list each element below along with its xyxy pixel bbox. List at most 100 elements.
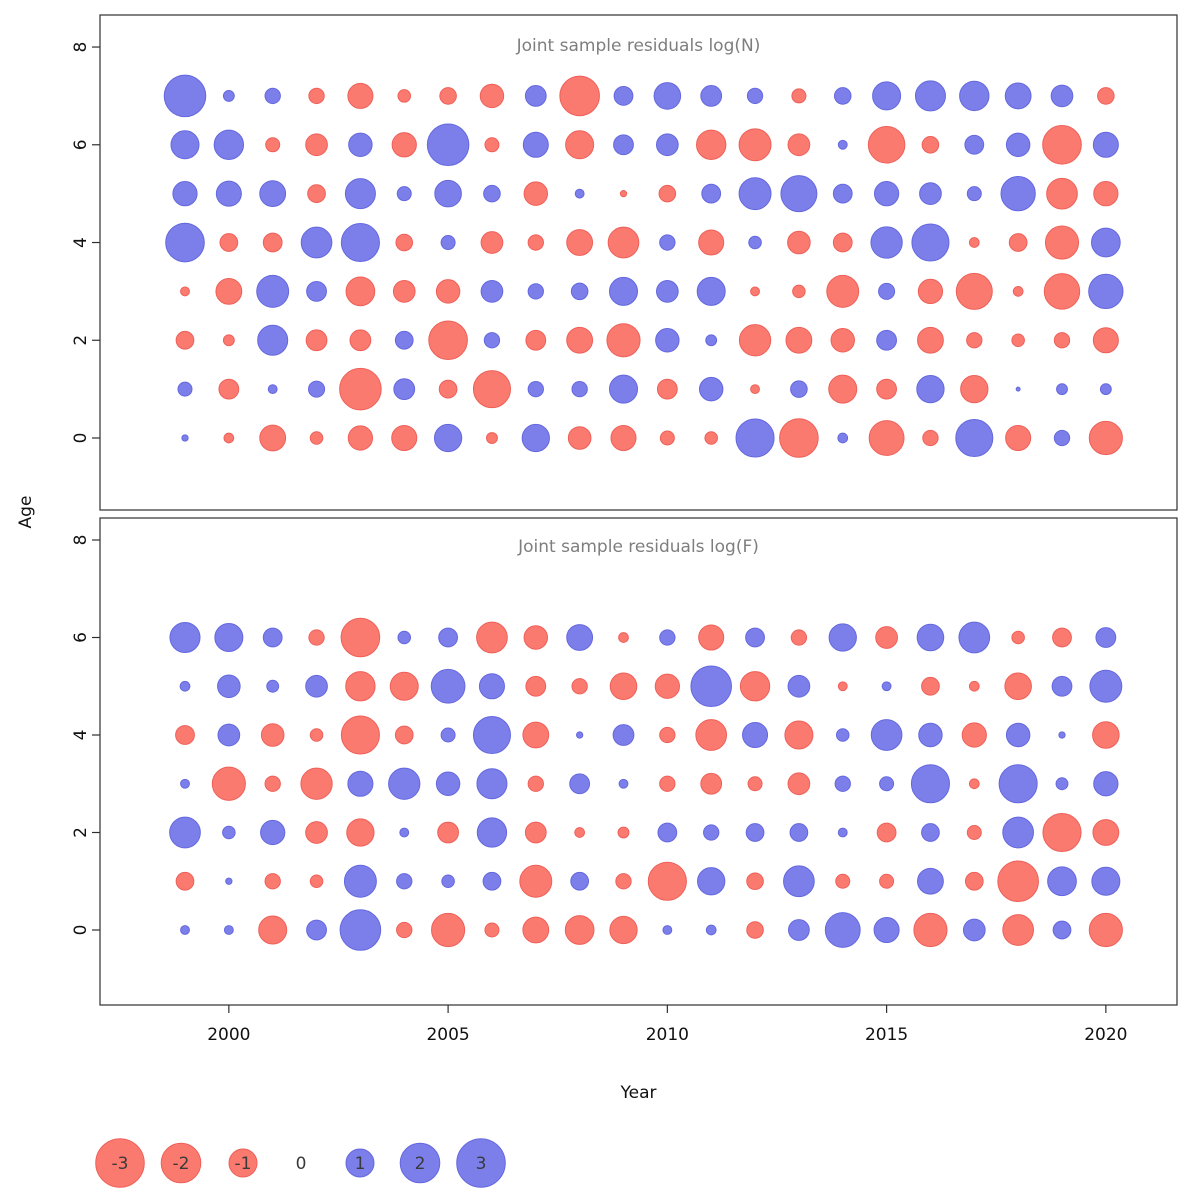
bubble-age4-year2010 <box>659 726 676 744</box>
bubble-age5-year2006 <box>478 673 505 700</box>
bubble-age4-year2009 <box>607 226 640 259</box>
bubble-age7-year2000 <box>222 89 235 102</box>
bubble-age1-year2010 <box>656 378 678 400</box>
bubble-age0-year2018 <box>1005 424 1032 452</box>
bubble-age6-year2006 <box>476 621 508 654</box>
bubble-age1-year2001 <box>264 873 281 890</box>
bubble-age5-year2016 <box>919 182 942 205</box>
bubble-age5-year2017 <box>968 680 980 692</box>
bubble-age1-year2017 <box>960 374 989 404</box>
bubble-age4-year2012 <box>748 235 762 250</box>
bubble-age7-year2017 <box>959 80 990 112</box>
bubble-age2-year2013 <box>785 326 813 354</box>
bubble-age1-year2005 <box>441 874 455 889</box>
bubble-age7-year2005 <box>439 87 457 105</box>
bubble-age3-year2010 <box>656 280 679 303</box>
bubble-age2-year2003 <box>349 329 372 352</box>
bubble-age5-year2011 <box>701 183 722 204</box>
bubble-age2-year2018 <box>1002 816 1034 849</box>
bubble-age3-year2011 <box>696 276 726 306</box>
bubble-age1-year2014 <box>835 873 851 889</box>
bubble-age7-year2013 <box>791 88 807 104</box>
bubble-age1-year2004 <box>393 378 416 401</box>
bubble-age0-year2014 <box>837 432 849 444</box>
bubble-age6-year2006 <box>484 137 500 153</box>
bubble-age1-year2018 <box>1015 386 1021 392</box>
bubble-age6-year2016 <box>916 623 945 652</box>
bubble-age1-year2012 <box>746 872 764 891</box>
bubble-age3-year2000 <box>215 277 243 305</box>
bubble-age4-year2001 <box>262 232 283 253</box>
bubble-age5-year2020 <box>1093 181 1119 207</box>
bubble-age4-year2000 <box>219 233 239 252</box>
bubble-age2-year2002 <box>305 821 328 844</box>
bubble-age3-year2006 <box>480 280 504 303</box>
bubble-age4-year2005 <box>440 235 456 251</box>
bubble-age5-year2015 <box>873 181 900 207</box>
bubble-age4-year2006 <box>480 231 504 254</box>
bubble-age2-year2006 <box>476 817 508 848</box>
bubble-age0-year2008 <box>567 426 592 450</box>
bubble-age3-year2019 <box>1043 273 1081 310</box>
bubble-age0-year2011 <box>705 924 717 936</box>
bubble-age3-year2010 <box>659 775 676 792</box>
bubble-age4-year2003 <box>340 715 380 755</box>
bubble-age6-year1999 <box>170 130 200 160</box>
bubble-age5-year2000 <box>217 674 241 699</box>
bubble-age3-year2017 <box>955 272 993 310</box>
bubble-age3-year2009 <box>609 276 638 306</box>
bubble-age5-year2018 <box>1000 176 1036 212</box>
bubble-age4-year2002 <box>309 728 324 742</box>
bubble-age2-year2001 <box>260 819 286 846</box>
bubble-age1-year2014 <box>828 374 858 404</box>
bubble-age3-year2014 <box>834 775 851 792</box>
bubble-age5-year2009 <box>609 672 638 701</box>
bubble-age0-year2016 <box>922 429 939 447</box>
bubble-age5-year2006 <box>483 184 501 203</box>
bubble-age1-year2010 <box>647 861 687 901</box>
bubble-age1-year2015 <box>879 873 895 889</box>
legend: -3 -2 -1 0 1 2 3 <box>95 1138 506 1188</box>
bubble-age2-year2003 <box>346 818 375 847</box>
bubble-age0-year2015 <box>868 420 905 456</box>
bubble-age1-year2019 <box>1056 383 1068 396</box>
bubble-age4-year2016 <box>911 223 950 262</box>
y-tick-label: 0 <box>71 925 91 936</box>
bubble-age6-year2014 <box>828 623 857 652</box>
bubble-age5-year1999 <box>172 181 198 207</box>
bubble-age3-year2006 <box>476 768 508 800</box>
bubble-age2-year2002 <box>305 329 328 352</box>
top-panel-box <box>99 14 1178 511</box>
bubble-age5-year2012 <box>738 177 772 211</box>
bubble-age1-year2012 <box>750 384 760 395</box>
bubble-age0-year2005 <box>433 423 463 453</box>
bubble-age4-year2007 <box>527 234 544 251</box>
x-axis-label: Year <box>620 1083 657 1103</box>
bubble-age1-year2020 <box>1099 383 1112 396</box>
bubble-age7-year2018 <box>1004 82 1032 110</box>
y-tick-label: 6 <box>71 632 91 643</box>
bubble-age7-year2006 <box>479 83 505 109</box>
bubble-age5-year2001 <box>266 679 280 693</box>
legend-bubble-2 <box>399 1142 441 1184</box>
bubble-age6-year2000 <box>213 129 245 160</box>
bubble-age3-year2015 <box>878 282 896 300</box>
legend-bubble--3 <box>95 1138 145 1188</box>
bubble-age3-year2012 <box>747 776 763 792</box>
bubble-age3-year2018 <box>1012 286 1024 297</box>
bubble-age6-year2000 <box>214 623 244 652</box>
bubble-age6-year2009 <box>618 632 629 643</box>
bubble-age1-year2002 <box>309 874 324 889</box>
legend-label-3: 3 <box>476 1154 487 1174</box>
bubble-age3-year2001 <box>256 274 290 308</box>
bubble-age5-year2010 <box>658 184 677 203</box>
bubble-age4-year2013 <box>784 720 814 750</box>
bubble-age5-year2003 <box>345 671 376 702</box>
bubble-age2-year2007 <box>525 329 547 351</box>
bubble-age3-year2016 <box>917 278 944 305</box>
bubble-age3-year2020 <box>1093 771 1119 797</box>
bubble-age7-year2003 <box>347 82 374 109</box>
bubble-age1-year2004 <box>396 873 413 890</box>
x-tick-label: 2000 <box>207 1025 250 1045</box>
bubble-age5-year2018 <box>1004 672 1032 701</box>
